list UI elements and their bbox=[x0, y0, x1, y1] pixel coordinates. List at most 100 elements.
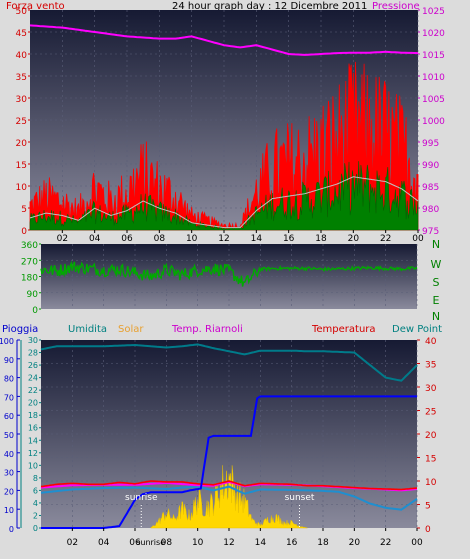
rain-tick-label: 70 bbox=[4, 393, 14, 402]
rain-tick-label: 30 bbox=[4, 469, 14, 478]
x-tick-label: 06 bbox=[121, 234, 133, 244]
temperature-tick-label: 20 bbox=[425, 431, 437, 441]
humidity-series bbox=[40, 343, 418, 382]
temperature-tick-label: 0 bbox=[425, 525, 431, 535]
x-tick-label: 16 bbox=[286, 538, 298, 548]
x-tick-label: 20 bbox=[349, 538, 361, 548]
humidity-tick-label: 24 bbox=[28, 374, 38, 383]
rain-y-axis: 0 10 20 30 40 50 60 70 80 90 100 bbox=[0, 337, 20, 534]
x-tick-label: 10 bbox=[186, 234, 198, 244]
wind-panel-grid bbox=[30, 10, 419, 230]
heat-index-title: Temp. Riarnoli bbox=[171, 324, 243, 335]
wind-tick-label: 20 bbox=[16, 139, 28, 149]
wind-tick-label: 50 bbox=[16, 7, 28, 17]
direction-tick-label: 270 bbox=[21, 257, 38, 267]
x-tick-label: 18 bbox=[317, 538, 329, 548]
x-tick-label: 10 bbox=[192, 538, 204, 548]
temperature-tick-label: 30 bbox=[425, 384, 437, 394]
solar-axis-title: Solar bbox=[118, 324, 144, 335]
direction-tick-label: 0 bbox=[32, 306, 38, 316]
x-tick-label: 04 bbox=[89, 234, 101, 244]
wind-gust-series bbox=[29, 61, 419, 231]
direction-tick-label: 90 bbox=[27, 290, 39, 300]
wind-average-series bbox=[29, 161, 419, 231]
rain-tick-label: 60 bbox=[4, 412, 14, 421]
pressure-tick-label: 985 bbox=[422, 183, 439, 193]
rain-tick-label: 100 bbox=[0, 337, 14, 346]
compass-label: N bbox=[432, 238, 440, 251]
wind-tick-label: 35 bbox=[16, 73, 27, 83]
pressure-axis-title: Pressione bbox=[372, 1, 420, 12]
rain-tick-label: 50 bbox=[4, 431, 14, 440]
pressure-tick-label: 1020 bbox=[422, 29, 445, 39]
pressure-tick-label: 1025 bbox=[422, 7, 445, 17]
temperature-tick-label: 10 bbox=[425, 478, 437, 488]
direction-tick-label: 360 bbox=[21, 241, 38, 251]
pressure-tick-label: 1000 bbox=[422, 117, 445, 127]
humidity-tick-label: 0 bbox=[33, 524, 38, 533]
sunset-label: sunset bbox=[285, 493, 315, 503]
wind-tick-label: 45 bbox=[16, 29, 27, 39]
solar-series bbox=[150, 465, 308, 529]
wind-direction-series bbox=[40, 260, 418, 287]
x-tick-label: 06 bbox=[129, 538, 141, 548]
pressure-tick-label: 980 bbox=[422, 205, 439, 215]
compass-label: W bbox=[431, 258, 442, 271]
temperature-y-axis: 0 5 10 15 20 25 30 35 40 bbox=[417, 337, 437, 535]
x-tick-label: 02 bbox=[67, 538, 78, 548]
x-tick-label: 00 bbox=[411, 538, 423, 548]
sunrise-label: sunrise bbox=[125, 493, 158, 503]
x-tick-label: 20 bbox=[348, 234, 360, 244]
x-tick-label: 22 bbox=[380, 538, 391, 548]
wind-axis-title: Forza vento bbox=[6, 1, 65, 12]
humidity-tick-label: 18 bbox=[28, 411, 38, 420]
x-tick-label: 08 bbox=[154, 234, 166, 244]
humidity-tick-label: 2 bbox=[33, 511, 38, 520]
humidity-axis-title: Umidita bbox=[68, 324, 107, 335]
x-tick-label: 02 bbox=[57, 234, 68, 244]
x-tick-label: 00 bbox=[412, 234, 424, 244]
rain-tick-label: 90 bbox=[4, 356, 14, 365]
x-tick-label: 08 bbox=[161, 538, 173, 548]
humidity-tick-label: 14 bbox=[28, 436, 38, 445]
humidity-tick-label: 6 bbox=[33, 486, 38, 495]
pressure-tick-label: 1010 bbox=[422, 73, 445, 83]
compass-label: S bbox=[433, 276, 440, 289]
rain-axis-title: Pioggia bbox=[2, 324, 38, 335]
x-tick-label: 04 bbox=[98, 538, 110, 548]
direction-y-axis: 0 90 180 270 360 bbox=[21, 241, 41, 316]
rain-tick-label: 80 bbox=[4, 375, 14, 384]
pressure-tick-label: 995 bbox=[422, 139, 439, 149]
temperature-tick-label: 40 bbox=[425, 337, 437, 347]
x-tick-label: 16 bbox=[283, 234, 295, 244]
wind-smoothed-series bbox=[29, 176, 419, 229]
humidity-tick-label: 12 bbox=[28, 449, 38, 458]
wind-tick-label: 10 bbox=[16, 183, 28, 193]
wind-tick-label: 15 bbox=[16, 161, 27, 171]
temperature-tick-label: 5 bbox=[425, 502, 431, 512]
humidity-tick-label: 28 bbox=[28, 349, 38, 358]
x-tick-label: 22 bbox=[380, 234, 391, 244]
graph-title: 24 hour graph day : 12 Dicembre 2011 bbox=[172, 1, 367, 12]
humidity-tick-label: 16 bbox=[28, 424, 38, 433]
x-tick-label: 18 bbox=[315, 234, 327, 244]
compass-label: N bbox=[432, 310, 440, 323]
compass-label: E bbox=[433, 294, 440, 307]
dew-point-series bbox=[40, 485, 418, 511]
humidity-tick-label: 26 bbox=[28, 361, 38, 370]
pressure-y-axis: 975 980 985 990 995 1000 1005 1010 1015 1020 1025 bbox=[418, 7, 445, 237]
sunrise-x-label: sunrise bbox=[136, 538, 165, 547]
wind-tick-label: 30 bbox=[16, 95, 28, 105]
pressure-tick-label: 975 bbox=[422, 227, 439, 237]
x-tick-label: 14 bbox=[255, 538, 267, 548]
dew-point-axis-title: Dew Point bbox=[392, 324, 442, 335]
humidity-tick-label: 20 bbox=[28, 399, 38, 408]
temperature-tick-label: 25 bbox=[425, 408, 436, 418]
rain-tick-label: 10 bbox=[4, 506, 14, 515]
